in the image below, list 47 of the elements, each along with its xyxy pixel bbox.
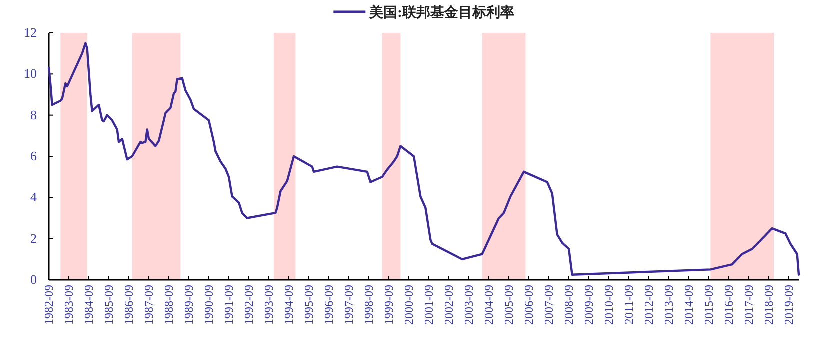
x-tick-label: 1986-09 [122,285,136,325]
x-tick-label: 2014-09 [682,285,696,325]
x-tick-label: 2002-09 [442,285,456,325]
y-tick-label: 0 [30,272,37,287]
x-tick-label: 2011-09 [622,285,636,325]
x-tick-label: 1998-09 [362,285,376,325]
x-tick-label: 1996-09 [322,285,336,325]
y-tick-label: 10 [24,66,37,82]
x-tick-label: 1990-09 [202,285,216,325]
y-tick-label: 12 [24,25,37,40]
x-tick-label: 1994-09 [282,285,296,325]
x-tick-label: 1991-09 [222,285,236,325]
line-series [48,42,800,276]
x-tick-label: 1999-09 [382,285,396,325]
x-tick-label: 2007-09 [542,285,556,325]
x-tick-label: 1988-09 [162,285,176,325]
x-tick-label: 2013-09 [662,285,676,325]
x-tick-label: 1992-09 [242,285,256,325]
x-tick-label: 1989-09 [182,285,196,325]
x-tick-label: 2015-09 [702,285,716,325]
x-tick-label: 1997-09 [342,285,356,325]
x-tick-label: 2005-09 [502,285,516,325]
y-tick-label: 4 [30,190,38,205]
x-tick-label: 1995-09 [302,285,316,325]
y-tick-label: 2 [30,230,37,246]
x-tick-label: 2004-09 [482,285,496,325]
x-tick-label: 1984-09 [82,285,96,325]
x-tick-label: 2017-09 [742,285,756,325]
x-tick-label: 1987-09 [142,285,156,325]
x-tick-label: 2001-09 [422,285,436,325]
legend-label: 美国:联邦基金目标利率 [368,4,514,21]
x-tick-label: 2000-09 [402,285,416,325]
x-tick-label: 2018-09 [762,285,776,325]
y-tick-label: 8 [30,107,37,122]
x-tick-label: 1982-09 [42,285,56,325]
x-tick-label: 2012-09 [642,285,656,325]
x-tick-label: 1985-09 [102,285,116,325]
x-tick-label: 2003-09 [462,285,476,325]
x-tick-label: 2010-09 [602,285,616,325]
x-tick-label: 2008-09 [562,285,576,325]
x-tick-label: 2016-09 [722,285,736,325]
x-tick-label: 2009-09 [582,285,596,325]
x-tick-label: 2019-09 [782,285,796,325]
x-tick-label: 1983-09 [62,285,76,325]
y-tick-label: 6 [30,148,38,164]
x-tick-label: 1993-09 [262,285,276,325]
x-tick-label: 2006-09 [522,285,536,325]
